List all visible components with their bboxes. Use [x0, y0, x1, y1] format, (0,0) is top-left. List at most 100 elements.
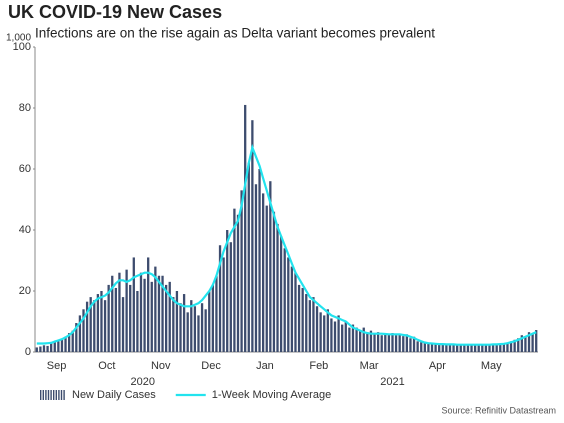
bar [301, 287, 304, 352]
bar [359, 330, 362, 352]
bar [64, 336, 67, 352]
bar [438, 344, 441, 352]
x-tick-label: May [481, 360, 502, 372]
legend-swatch [45, 390, 47, 400]
bar [100, 291, 103, 352]
bar [315, 306, 319, 352]
bar [107, 284, 110, 352]
bar [168, 281, 171, 352]
bar [463, 344, 466, 352]
bar [509, 341, 513, 352]
bar [71, 330, 74, 352]
bar [355, 327, 358, 352]
bar [222, 257, 225, 352]
legend-label: New Daily Cases [72, 389, 156, 401]
bar [319, 312, 322, 352]
source-note: Source: Refinitiv Datastream [441, 405, 556, 415]
bar [129, 284, 132, 352]
bar [283, 248, 286, 352]
bar [488, 345, 491, 352]
bar [254, 184, 258, 352]
bar [308, 300, 312, 352]
bar [398, 333, 401, 352]
x-tick-label: Apr [429, 360, 446, 372]
bar [405, 334, 409, 352]
bar [218, 245, 222, 352]
bar [67, 333, 71, 352]
bar [164, 284, 168, 352]
bar [197, 315, 200, 352]
bar [247, 162, 250, 352]
legend-swatch [58, 390, 60, 400]
bar [373, 333, 376, 352]
bar [535, 330, 538, 352]
bar [125, 269, 128, 352]
bar [121, 297, 125, 352]
bar [430, 343, 434, 352]
bar [50, 343, 53, 352]
bar [154, 266, 157, 352]
bar [420, 342, 423, 352]
bar [93, 300, 96, 352]
bar [182, 294, 186, 352]
bar [39, 346, 42, 352]
bar [495, 344, 498, 352]
bar [42, 345, 46, 352]
x-tick-label: Feb [309, 360, 328, 372]
bar [175, 291, 179, 352]
bar [441, 343, 444, 352]
bar [229, 242, 232, 352]
legend-swatch [47, 390, 50, 400]
y-unit: 1,000 [6, 33, 31, 44]
bar [114, 287, 117, 352]
bar [323, 315, 326, 352]
year-label: 2020 [131, 376, 155, 388]
x-tick-label: Nov [151, 360, 171, 372]
bar [53, 342, 56, 352]
bar [82, 309, 85, 352]
legend-swatch [50, 390, 52, 400]
bar [279, 236, 283, 352]
bar [208, 291, 211, 352]
legend-swatch [60, 390, 63, 400]
bar [78, 315, 82, 352]
bar [204, 309, 207, 352]
bar [157, 275, 161, 352]
bar [290, 266, 294, 352]
bar [531, 333, 534, 352]
bar [258, 169, 261, 352]
bar [333, 321, 337, 352]
bar [394, 335, 398, 352]
bar [330, 318, 333, 352]
bar [366, 332, 369, 352]
legend-swatch [63, 390, 65, 400]
bar [200, 303, 204, 352]
bar [409, 338, 412, 352]
bar [412, 336, 416, 352]
bar [473, 345, 477, 352]
bar [391, 333, 394, 352]
bar [96, 294, 100, 352]
bar [236, 214, 240, 352]
bar [456, 344, 459, 352]
bar [477, 344, 480, 352]
bar [261, 193, 265, 352]
bar [502, 343, 506, 352]
bar [344, 321, 347, 352]
bar [452, 344, 455, 352]
bar [89, 297, 92, 352]
bar [369, 330, 373, 352]
bar [466, 344, 470, 352]
bar [402, 336, 405, 352]
bar [111, 275, 114, 352]
x-tick-label: Mar [360, 360, 379, 372]
y-tick-label: 20 [19, 285, 31, 297]
bar [499, 344, 502, 352]
bar [517, 338, 520, 352]
x-tick-label: Sep [47, 360, 67, 372]
bar [287, 257, 290, 352]
bar [85, 301, 89, 352]
bar [513, 339, 516, 352]
bar [506, 342, 509, 352]
